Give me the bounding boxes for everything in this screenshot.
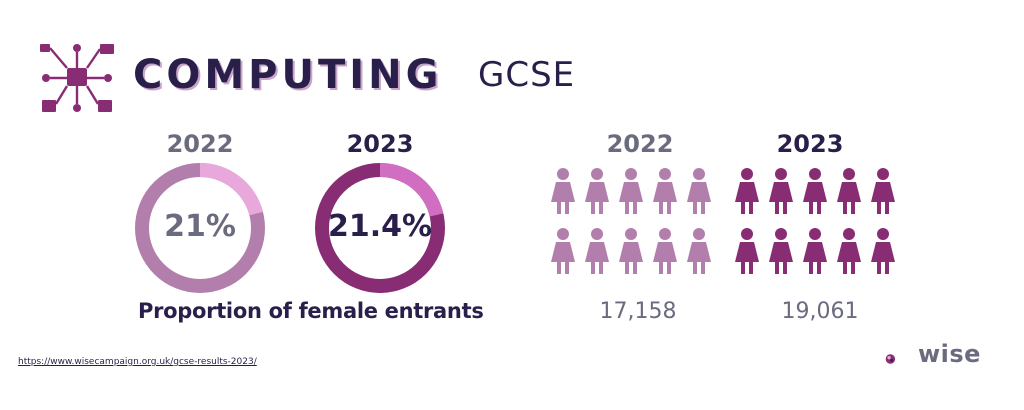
female-person-icon <box>653 168 677 214</box>
female-person-icon <box>769 228 793 274</box>
source-link[interactable]: https://www.wisecampaign.org.uk/gcse-res… <box>18 357 257 367</box>
people-year-2023-label: 2023 <box>776 130 844 158</box>
donut-year-2022-label: 2022 <box>166 130 234 158</box>
female-person-icon <box>837 228 861 274</box>
title-computing: COMPUTING <box>133 52 443 98</box>
donut-2023-segment <box>379 163 444 217</box>
female-person-icon <box>837 168 861 214</box>
people-year-2022-label: 2022 <box>606 130 674 158</box>
female-person-icon <box>585 228 609 274</box>
female-person-icon <box>871 228 895 274</box>
wise-logo-icon <box>885 354 896 364</box>
donut-2023 <box>315 163 445 293</box>
donut-year-2023-label: 2023 <box>346 130 414 158</box>
donut-caption: Proportion of female entrants <box>138 299 484 323</box>
circuit-chip-icon <box>40 44 114 112</box>
female-person-icon <box>803 168 827 214</box>
donut-2022-segment <box>199 163 263 216</box>
female-person-icon <box>653 228 677 274</box>
female-person-icon <box>551 168 575 214</box>
female-person-icon <box>585 168 609 214</box>
female-person-icon <box>769 168 793 214</box>
female-person-icon <box>871 168 895 214</box>
people-grid-2022 <box>551 168 711 274</box>
count-2022: 17,158 <box>599 299 677 324</box>
female-person-icon <box>619 228 643 274</box>
title-gcse: GCSE <box>478 55 576 95</box>
female-person-icon <box>687 168 711 214</box>
donut-2022 <box>135 163 265 293</box>
people-grid-2023 <box>735 168 895 274</box>
count-2023: 19,061 <box>781 299 859 324</box>
female-person-icon <box>687 228 711 274</box>
female-person-icon <box>803 228 827 274</box>
donut-2023-value: 21.4% <box>327 209 433 244</box>
donut-2022-value: 21% <box>164 209 236 244</box>
female-person-icon <box>619 168 643 214</box>
female-person-icon <box>551 228 575 274</box>
female-person-icon <box>735 228 759 274</box>
female-person-icon <box>735 168 759 214</box>
wise-brand: wise <box>918 340 981 368</box>
